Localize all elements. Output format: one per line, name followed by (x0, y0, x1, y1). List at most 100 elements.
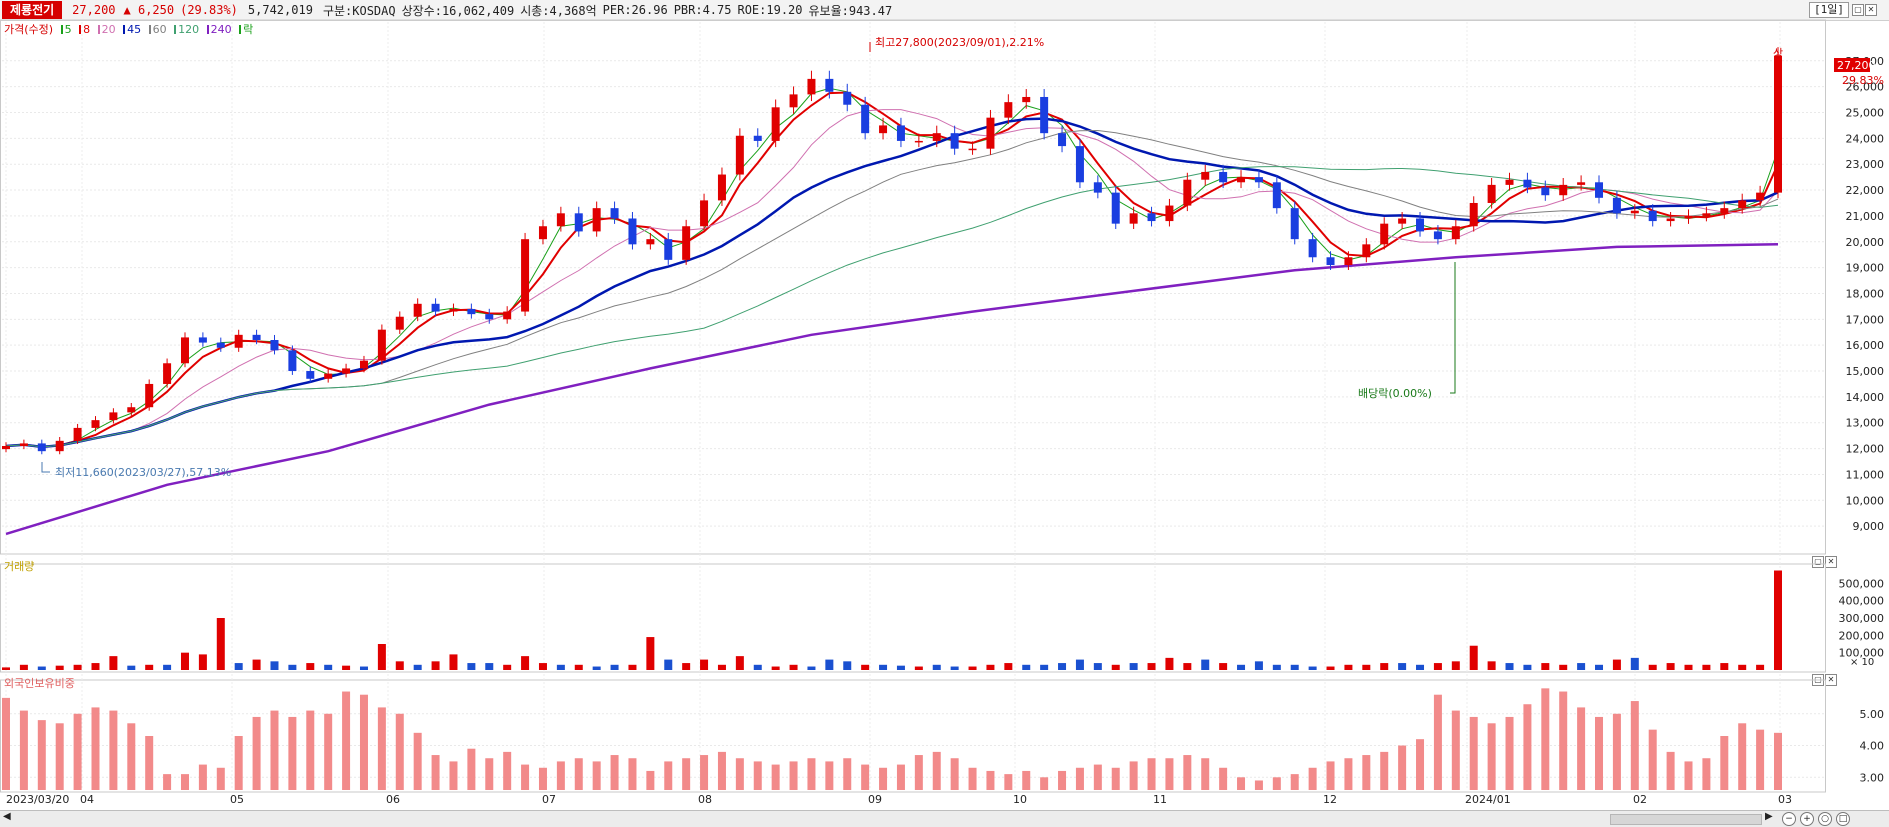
foreign-ratio-bar (73, 713, 82, 790)
volume-bar (1756, 664, 1765, 670)
foreign-ratio-bar (324, 713, 333, 790)
legend-ma-20: 20 (97, 23, 116, 36)
volume-tick-label: 300,000 (1839, 612, 1885, 625)
foreign-ratio-bar (1630, 701, 1639, 790)
candle-body (556, 213, 565, 227)
volume-bar (1559, 664, 1568, 670)
scroll-right-icon[interactable]: ▶ (1765, 811, 1773, 822)
candle-body (1738, 200, 1747, 209)
volume-bar (145, 664, 154, 670)
volume-bar (646, 637, 655, 670)
foreign-ratio-bar (521, 764, 530, 790)
foreign-ratio-bar (377, 707, 386, 790)
pane-close-icon[interactable]: ✕ (1865, 4, 1877, 16)
stock-chart[interactable]: 9,000 10,000 11,000 12,000 13,000 14,000 15,00… (0, 0, 1889, 810)
dividend-annotation: 배당락(0.00%) (1358, 387, 1432, 400)
candle-body (1272, 182, 1281, 209)
candle-body (735, 135, 744, 175)
volume-pane-close-icon[interactable]: ✕ (1825, 556, 1837, 568)
pbr-value: PBR:4.75 (673, 3, 732, 17)
low-annotation-pointer (41, 462, 50, 473)
volume-pane-restore-icon[interactable]: ▢ (1812, 556, 1824, 568)
legend-price-title: 가격(수정) (4, 23, 54, 36)
candle-body (1666, 218, 1675, 222)
zoom-out-icon[interactable]: − (1782, 812, 1796, 826)
candle-body (896, 125, 905, 141)
horizontal-scrollbar[interactable]: ◀ ▶ − + ○ □ (0, 810, 1889, 827)
foreign-ratio-bar (1774, 732, 1782, 790)
candles (2, 47, 1782, 455)
volume-bar (342, 665, 351, 670)
foreign-ratio-bar (1058, 770, 1067, 790)
foreign-ratio-bar (449, 761, 458, 790)
candle-body (825, 78, 834, 92)
foreign-ratio-bar (771, 764, 780, 790)
pane-restore-icon[interactable]: ▢ (1852, 4, 1864, 16)
listed-shares: 상장수:16,062,409 (401, 3, 515, 18)
price-tick-label: 26,000 (1846, 81, 1885, 94)
price-tick-label: 13,000 (1846, 417, 1885, 430)
scroll-thumb[interactable] (1610, 814, 1762, 825)
volume-bar (1362, 664, 1371, 670)
period-button[interactable]: [1일] (1809, 2, 1849, 18)
stock-name[interactable]: 제룡전기 (2, 1, 63, 19)
volume-tick-label: 400,000 (1839, 595, 1885, 608)
foreign-ratio-bars (2, 688, 1782, 790)
candle-body (109, 412, 118, 421)
ma-line (5, 91, 1779, 448)
volume-bar (1040, 664, 1049, 670)
foreign-ratio-bar (574, 758, 583, 790)
foreign-ratio-bar (538, 767, 547, 790)
foreign-ratio-bar (503, 751, 512, 790)
candle-body (288, 350, 297, 372)
volume-bar (861, 664, 870, 670)
foreign-ratio-bar (1523, 704, 1532, 790)
moving-average-lines (5, 87, 1779, 536)
volume-bar (825, 659, 834, 670)
volume-bar (485, 663, 494, 670)
scroll-left-icon[interactable]: ◀ (3, 811, 11, 822)
volume-bar (1416, 664, 1425, 670)
market-type: 구분:KOSDAQ (322, 3, 396, 18)
candle-body (1559, 184, 1568, 196)
foreign-ratio-bar (896, 764, 905, 790)
volume-bar (932, 664, 941, 670)
foreign-ratio-bar (342, 691, 351, 790)
candle-body (753, 135, 762, 141)
volume-bar (1147, 663, 1156, 670)
zoom-fit-icon[interactable]: □ (1836, 812, 1850, 826)
volume-bar (359, 666, 368, 670)
foreign-ratio-bar (270, 710, 279, 790)
volume-bar (1326, 666, 1335, 670)
volume-bar (1774, 570, 1782, 670)
foreign-ratio-bar (2, 697, 10, 790)
candle-body (521, 239, 530, 312)
volume-bar (1684, 664, 1693, 670)
volume-bar (1075, 659, 1084, 670)
volume-bar (1505, 663, 1514, 670)
x-axis-label: 12 (1323, 793, 1337, 806)
volume-bar (700, 659, 709, 670)
zoom-in-icon[interactable]: + (1800, 812, 1814, 826)
candle-body (342, 368, 351, 374)
volume-bar (556, 664, 565, 670)
volume-bar (1111, 664, 1120, 670)
volume-bar (1219, 663, 1228, 670)
volume-bar (1237, 664, 1246, 670)
candle-body (843, 91, 852, 105)
volume-bar (109, 656, 118, 670)
candle-body (1344, 257, 1353, 266)
volume-bar (914, 666, 923, 670)
candle-body (1684, 215, 1693, 219)
volume-bar (986, 664, 995, 670)
candle-body (145, 383, 154, 408)
foreign-ratio-bar (127, 723, 136, 790)
legend-ma-45: 45 (123, 23, 141, 36)
trade-volume: 5,742,019 (247, 3, 313, 17)
dividend-annotation-pointer (1450, 262, 1456, 394)
foreign-ratio-bar (932, 751, 941, 790)
zoom-reset-icon[interactable]: ○ (1818, 812, 1832, 826)
candle-body (413, 303, 422, 317)
foreign-tick-label: 4.00 (1860, 740, 1885, 753)
volume-bar (1380, 663, 1389, 670)
